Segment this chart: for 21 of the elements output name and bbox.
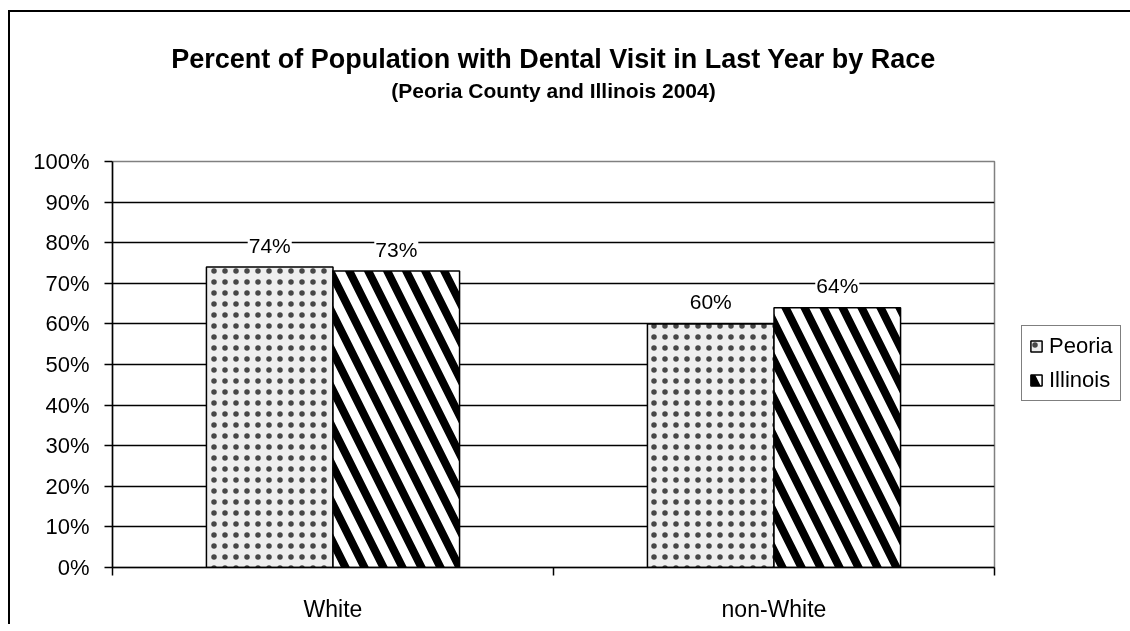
y-tick-label: 50% <box>45 352 90 377</box>
legend-label: Peoria <box>1049 333 1113 359</box>
y-tick-label: 30% <box>45 433 90 459</box>
x-tick-label: non-White <box>721 595 827 622</box>
x-tick-label: White <box>303 595 363 622</box>
chart-title: Percent of Population with Dental Visit in Last Year by Race <box>171 43 936 74</box>
y-tick-label: 80% <box>45 230 90 256</box>
data-label: 60% <box>689 290 732 314</box>
y-tick-label: 70% <box>45 270 90 296</box>
data-label: 73% <box>375 237 418 261</box>
legend-label: Illinois <box>1049 367 1111 393</box>
y-tick-label: 60% <box>45 311 90 337</box>
y-tick-label: 0% <box>57 555 90 580</box>
y-tick-label: 10% <box>45 514 90 540</box>
data-label: 74% <box>248 233 291 257</box>
y-tick-label: 100% <box>33 149 90 174</box>
y-tick-label: 20% <box>45 473 90 499</box>
chart-subtitle: (Peoria County and Illinois 2004) <box>391 78 716 102</box>
y-tick-label: 40% <box>45 392 90 418</box>
data-label: 64% <box>816 274 859 298</box>
y-tick-label: 90% <box>45 189 90 215</box>
